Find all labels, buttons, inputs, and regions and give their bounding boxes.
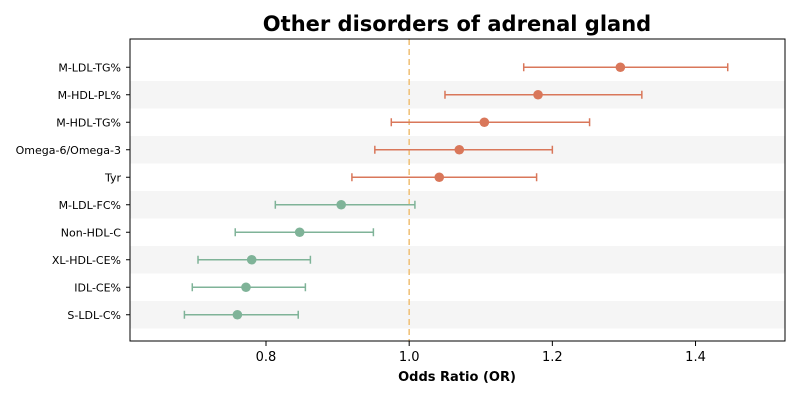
y-tick-label: S-LDL-C% — [67, 309, 121, 322]
chart-title: Other disorders of adrenal gland — [263, 12, 651, 36]
data-marks — [183, 62, 729, 320]
y-tick-label: Omega-6/Omega-3 — [16, 144, 121, 157]
y-tick-label: XL-HDL-CE% — [52, 254, 121, 267]
y-axis: M-LDL-TG% M-HDL-PL% M-HDL-TG% Omega-6/Omega… — [16, 61, 130, 322]
or-point — [615, 62, 626, 73]
x-axis-label: Odds Ratio (OR) — [398, 370, 516, 385]
x-tick-label: 1.0 — [399, 350, 420, 365]
or-point — [434, 172, 445, 183]
row-stripes — [130, 81, 785, 329]
y-tick-label: Non-HDL-C — [61, 226, 122, 239]
or-point — [533, 89, 543, 100]
or-point — [232, 309, 243, 320]
row-stripe — [130, 191, 785, 219]
or-point — [241, 282, 251, 293]
y-tick-label: M-HDL-PL% — [58, 89, 121, 102]
or-point — [246, 254, 257, 265]
or-point — [294, 227, 305, 238]
x-axis: 0.8 1.0 1.2 1.4 — [256, 341, 706, 365]
y-tick-label: M-HDL-TG% — [56, 116, 121, 129]
x-tick-label: 0.8 — [256, 350, 277, 365]
y-tick-label: M-LDL-TG% — [58, 61, 121, 74]
x-tick-label: 1.4 — [685, 350, 706, 365]
y-tick-label: M-LDL-FC% — [59, 199, 121, 212]
y-tick-label: Tyr — [104, 171, 122, 184]
plot-frame — [129, 38, 786, 342]
or-point — [454, 144, 465, 155]
or-point — [479, 117, 490, 128]
y-tick-label: IDL-CE% — [74, 281, 121, 294]
x-tick-label: 1.2 — [542, 350, 563, 365]
or-point — [336, 199, 346, 210]
